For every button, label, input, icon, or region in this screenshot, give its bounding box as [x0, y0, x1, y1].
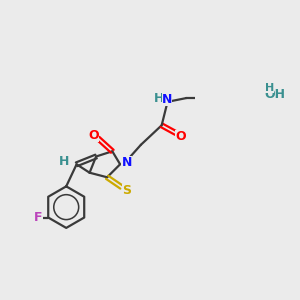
Text: H: H	[154, 92, 164, 105]
Text: S: S	[122, 184, 131, 197]
Text: H: H	[265, 83, 274, 93]
Text: F: F	[34, 211, 43, 224]
Text: O: O	[88, 129, 99, 142]
Text: N: N	[162, 93, 172, 106]
Text: OH: OH	[265, 88, 286, 101]
Text: H: H	[58, 154, 69, 167]
Text: N: N	[122, 157, 132, 169]
Text: O: O	[175, 130, 186, 143]
